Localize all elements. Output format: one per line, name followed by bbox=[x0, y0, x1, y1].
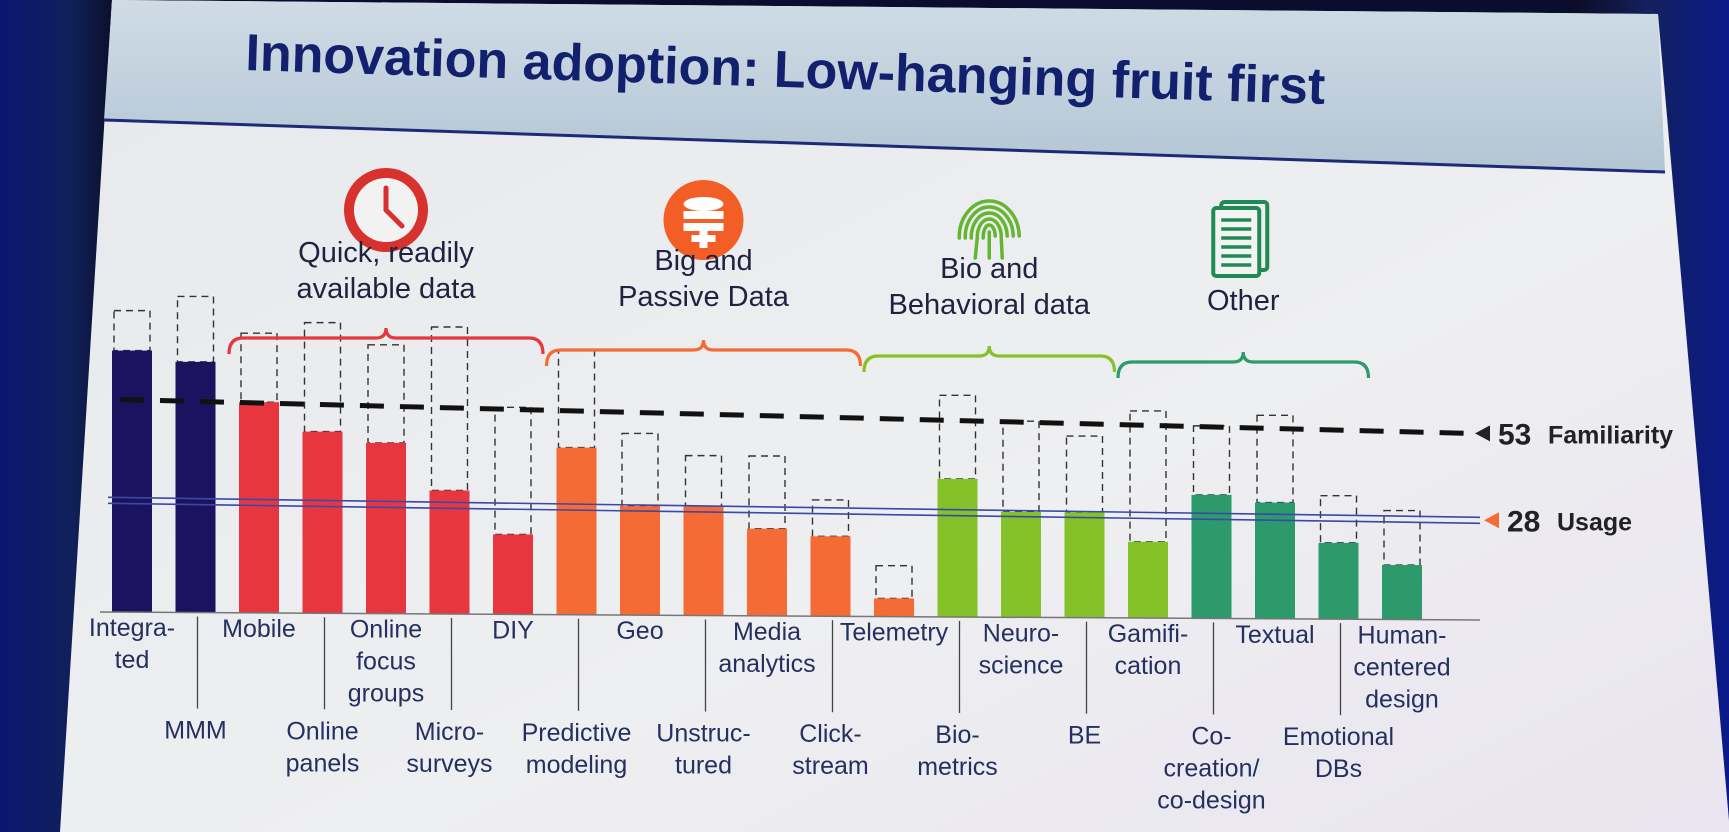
category-label: Human-centered design bbox=[1353, 622, 1450, 714]
category-label: Emotional DBs bbox=[1283, 723, 1394, 783]
usage-arrow-icon bbox=[1484, 512, 1499, 529]
usage-bar bbox=[1191, 494, 1232, 619]
usage-bar bbox=[429, 490, 470, 615]
category-label: Micro-surveys bbox=[406, 718, 492, 778]
category-label: Bio-metrics bbox=[917, 721, 998, 781]
group-label: Quick, readily available data bbox=[297, 237, 477, 305]
usage-bar bbox=[1382, 565, 1422, 620]
category-label: Co-creation/co-design bbox=[1157, 722, 1265, 814]
usage-bar bbox=[1318, 542, 1359, 620]
category-label: DIY bbox=[492, 616, 534, 644]
clock-icon bbox=[344, 168, 428, 252]
group-brace bbox=[544, 339, 863, 367]
familiarity-bar bbox=[113, 309, 151, 352]
usage-bar bbox=[620, 506, 660, 616]
usage-bar bbox=[1255, 502, 1295, 619]
group-brace bbox=[862, 345, 1117, 373]
usage-bar bbox=[683, 506, 724, 616]
usage-bar bbox=[493, 534, 533, 615]
usage-bar bbox=[810, 536, 851, 617]
familiarity-bar bbox=[367, 344, 405, 444]
usage-bar bbox=[302, 431, 343, 614]
category-label: Media analytics bbox=[718, 618, 815, 678]
category-label: Unstruc-tured bbox=[656, 719, 750, 779]
group-label: Other bbox=[1207, 285, 1280, 317]
usage-reference-line bbox=[107, 496, 1481, 519]
category-label: MMM bbox=[164, 717, 226, 745]
familiarity-value: 53 bbox=[1498, 418, 1531, 451]
usage-bar bbox=[1064, 512, 1105, 618]
category-label: Mobile bbox=[222, 615, 296, 643]
usage-bar bbox=[937, 478, 978, 617]
document-icon bbox=[1211, 200, 1270, 278]
usage-bar bbox=[1001, 511, 1041, 618]
category-label: Online panels bbox=[286, 717, 360, 777]
category-label: Predictive modeling bbox=[522, 719, 632, 779]
usage-bar bbox=[874, 598, 914, 617]
fingerprint-icon bbox=[957, 199, 1021, 260]
usage-bar bbox=[366, 442, 406, 614]
usage-bar bbox=[239, 402, 279, 613]
familiarity-reference-line bbox=[119, 397, 1471, 436]
familiarity-bar bbox=[1256, 414, 1294, 504]
slide-background bbox=[60, 0, 1729, 832]
category-label: Telemetry bbox=[840, 619, 949, 647]
usage-bar bbox=[1128, 541, 1168, 619]
category-label: Neuro-science bbox=[979, 619, 1064, 679]
chart-baseline bbox=[99, 611, 1481, 621]
category-label: Online focus groups bbox=[348, 616, 424, 708]
usage-bar bbox=[556, 447, 597, 615]
usage-bar bbox=[112, 350, 152, 613]
familiarity-bar bbox=[176, 295, 215, 363]
group-label: Bio and Behavioral data bbox=[888, 253, 1090, 321]
group-label: Big and Passive Data bbox=[618, 245, 790, 313]
category-label: BE bbox=[1068, 722, 1101, 750]
usage-value: 28 bbox=[1507, 505, 1540, 538]
familiarity-bar bbox=[1065, 435, 1104, 514]
usage-reference-line-inner bbox=[107, 502, 1481, 525]
category-label: Integra-ted bbox=[89, 614, 175, 674]
database-icon bbox=[663, 180, 744, 260]
title-underline bbox=[103, 118, 1666, 174]
category-label: Click-stream bbox=[792, 720, 868, 780]
category-label: Textual bbox=[1235, 621, 1314, 649]
group-brace bbox=[227, 327, 545, 355]
title-band bbox=[104, 0, 1665, 172]
usage-bar bbox=[747, 528, 787, 616]
bar-chart: 53 Familiarity 28 Usage Integra-ted MMM Mobile… bbox=[89, 168, 1673, 814]
familiarity-bar bbox=[684, 454, 723, 508]
familiarity-label: Familiarity bbox=[1548, 421, 1673, 449]
category-label: Geo bbox=[616, 617, 663, 645]
category-label: Gamifi-cation bbox=[1108, 620, 1189, 680]
usage-label: Usage bbox=[1557, 508, 1632, 536]
familiarity-arrow-icon bbox=[1475, 425, 1490, 442]
group-brace bbox=[1116, 351, 1371, 379]
